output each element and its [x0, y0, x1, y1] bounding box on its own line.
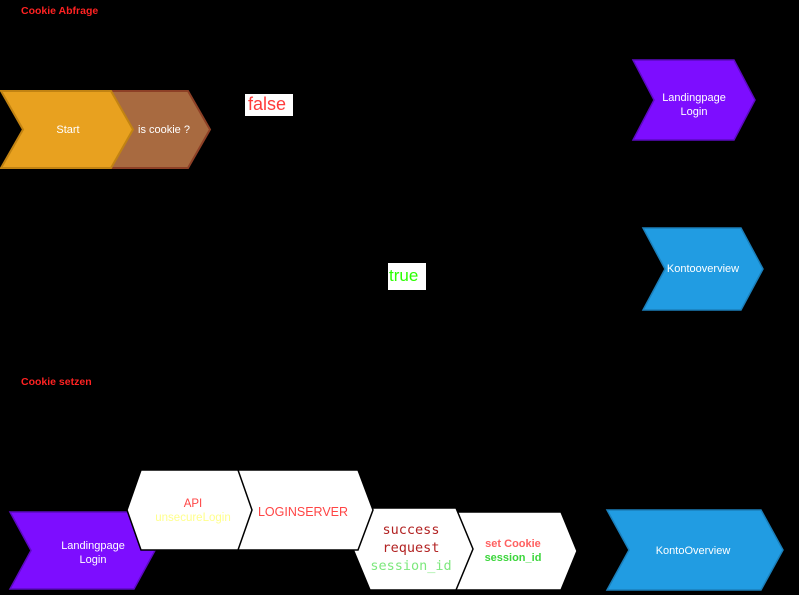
node-label-api: API unsecureLogin	[143, 497, 243, 525]
node-label-server-response: success request session_id	[361, 521, 461, 575]
node-api[interactable]	[126, 469, 253, 551]
section-title-cookie-setzen: Cookie setzen	[21, 376, 92, 388]
node-start[interactable]	[0, 90, 135, 169]
edge-label-true: true	[388, 263, 427, 290]
response-line-success: success	[382, 522, 440, 538]
node-label-landingpage-login-bottom: Landingpage Login	[43, 539, 143, 567]
response-line-request: request	[382, 540, 440, 556]
node-label-kontooverview-bottom: KontoOverview	[655, 545, 731, 557]
api-title: API	[183, 498, 203, 510]
set-cookie-line1: set Cookie	[485, 538, 541, 550]
landingpage-bottom-line1: Landingpage	[61, 540, 125, 552]
node-label-loginserver: LOGINSERVER	[257, 505, 349, 519]
node-label-start: Start	[56, 124, 80, 136]
response-line-session-id: session_id	[370, 558, 452, 574]
edge-label-false: false	[245, 94, 294, 116]
set-cookie-line2: session_id	[484, 551, 542, 564]
landingpage-bottom-line2: Login	[79, 554, 107, 566]
landingpage-top-line1: Landingpage	[662, 92, 726, 104]
api-subtitle: unsecureLogin	[155, 512, 231, 524]
node-label-kontooverview-mid: Kontooverview	[666, 263, 740, 275]
section-title-cookie-abfrage: Cookie Abfrage	[21, 5, 99, 17]
node-label-is-cookie: is cookie ?	[138, 124, 190, 136]
node-label-landingpage-login-top: Landingpage Login	[644, 92, 744, 119]
node-landingpage-login-top[interactable]	[631, 59, 756, 141]
node-kontooverview-mid[interactable]	[641, 227, 764, 311]
node-kontooverview-bottom[interactable]	[605, 509, 784, 591]
landingpage-top-line2: Login	[680, 105, 708, 118]
node-label-set-cookie: set Cookie session_id	[463, 538, 563, 565]
